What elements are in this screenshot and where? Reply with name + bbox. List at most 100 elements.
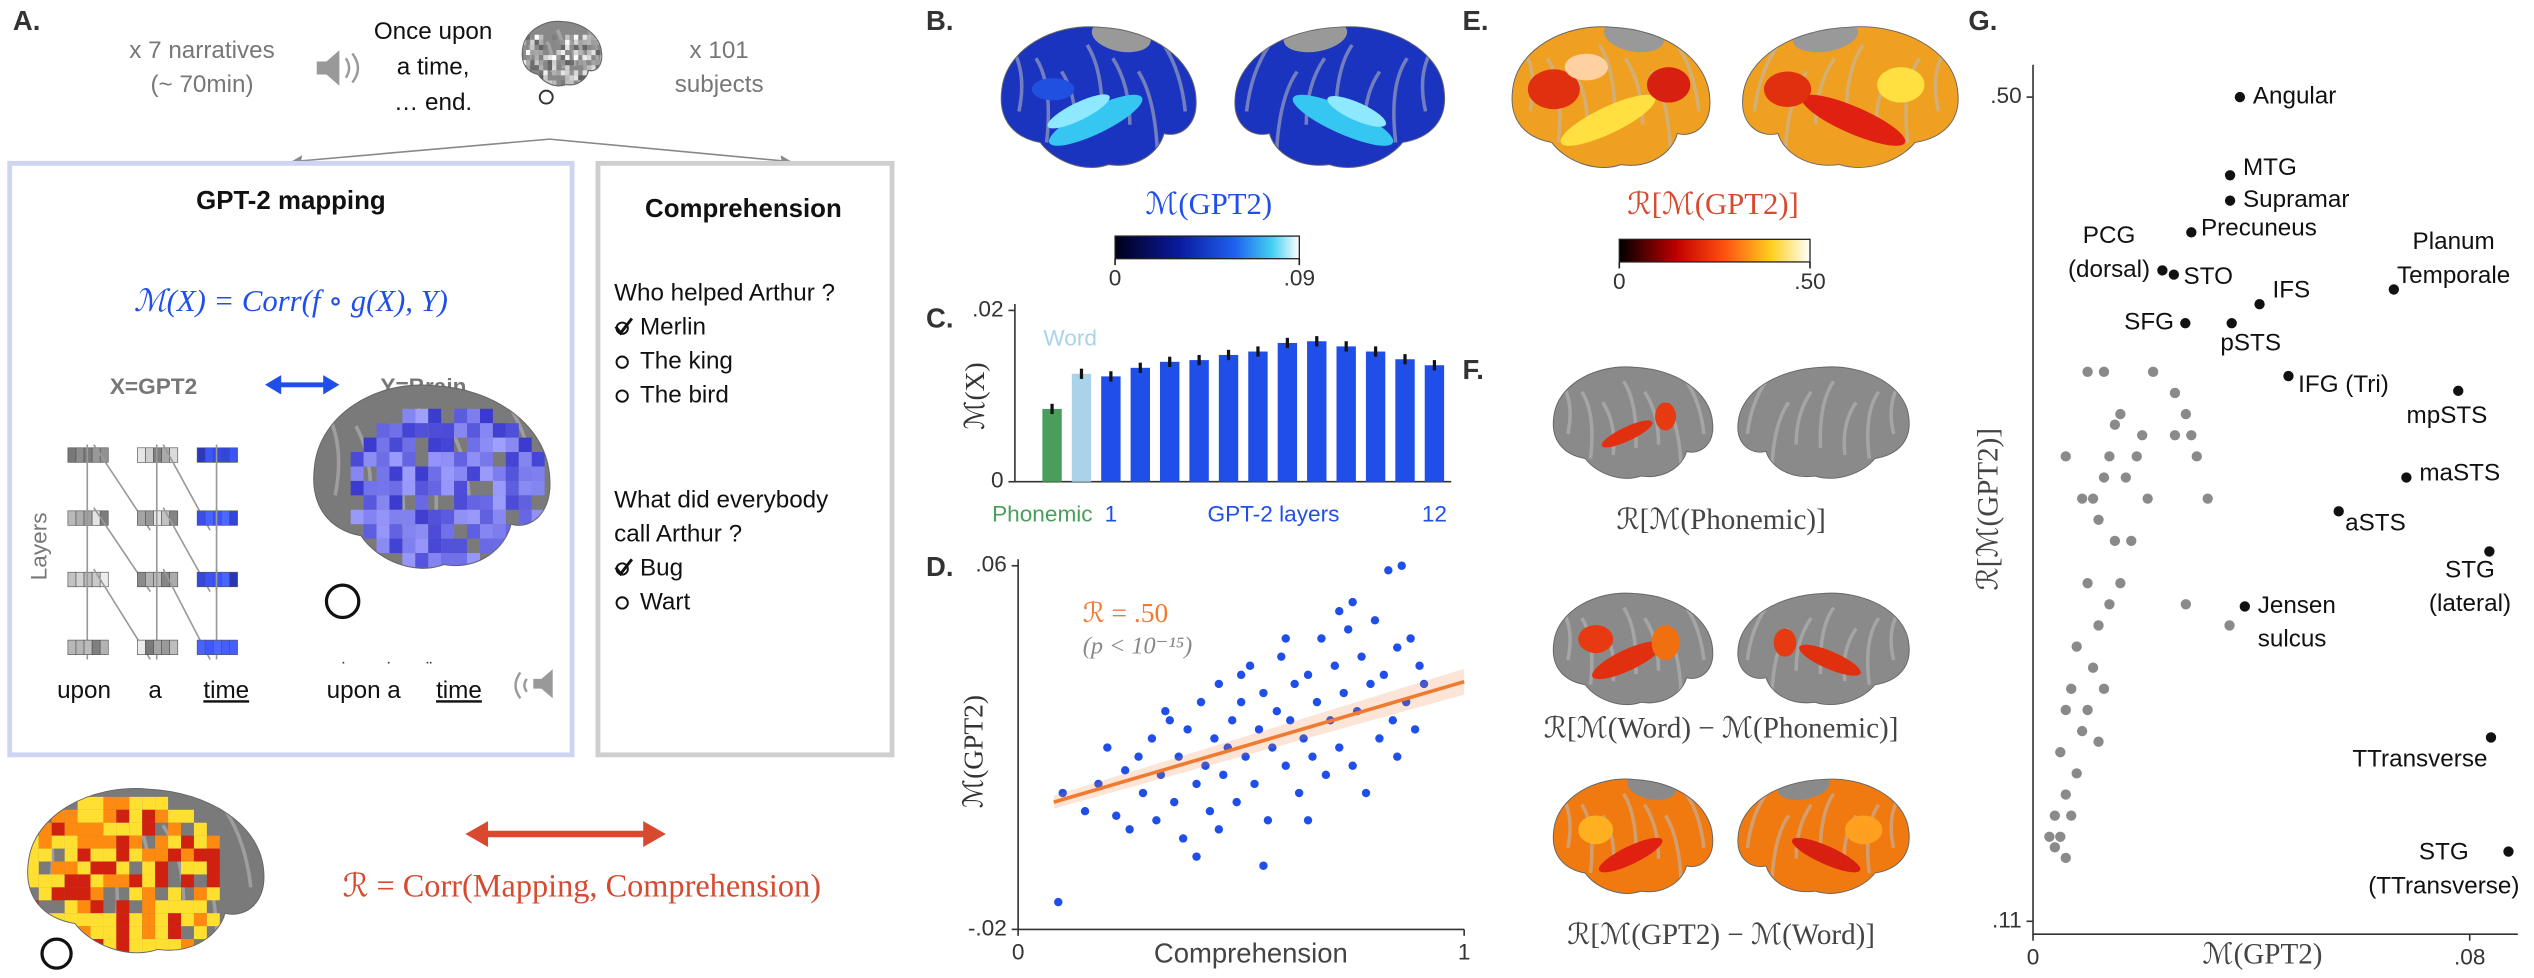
point xyxy=(1236,697,1246,707)
layer-cell xyxy=(67,571,77,588)
voxel xyxy=(38,887,52,901)
y-tick-label: -.02 xyxy=(968,915,1007,940)
voxel xyxy=(181,939,194,953)
voxel xyxy=(181,861,194,875)
brain-surface xyxy=(1553,779,1713,894)
fit-band xyxy=(1053,668,1465,809)
panel-letter: G. xyxy=(1968,5,1997,36)
voxel xyxy=(206,913,220,927)
flow-arrows xyxy=(290,138,792,163)
voxel xyxy=(591,75,596,81)
subjects: x 101 xyxy=(690,37,749,64)
subjects: subjects xyxy=(675,71,764,98)
sulcus xyxy=(1664,814,1684,884)
layer-cell xyxy=(196,447,206,463)
point xyxy=(1317,634,1326,643)
layer-cell xyxy=(67,510,77,526)
voxel xyxy=(530,80,535,86)
check-mark xyxy=(614,317,634,336)
voxel xyxy=(116,939,130,953)
voxel xyxy=(565,39,570,45)
voxel xyxy=(552,60,557,66)
y-tick-label: .06 xyxy=(975,552,1006,577)
voxel xyxy=(591,65,596,71)
layer-cell xyxy=(75,571,85,588)
voxel xyxy=(518,524,532,539)
voxel xyxy=(181,900,194,914)
point-label: sulcus xyxy=(2258,626,2327,653)
voxel xyxy=(64,822,78,836)
voxel xyxy=(552,65,557,71)
sulcus xyxy=(1304,57,1327,125)
colorbar xyxy=(1618,238,1811,263)
voxel xyxy=(38,926,52,940)
bar xyxy=(1365,351,1386,482)
voxel xyxy=(428,423,442,438)
voxel xyxy=(467,423,480,438)
point xyxy=(2066,810,2077,821)
voxel xyxy=(492,423,506,438)
bar xyxy=(1218,354,1239,482)
voxel xyxy=(90,809,104,823)
voxel xyxy=(389,452,403,467)
layer-cell xyxy=(221,571,230,588)
point xyxy=(2093,736,2104,747)
voxel xyxy=(518,466,532,481)
voxel xyxy=(155,874,169,888)
voxel xyxy=(505,495,519,510)
voxel xyxy=(600,75,602,81)
voxel xyxy=(402,509,416,525)
voxel xyxy=(492,480,506,496)
point xyxy=(2168,269,2180,280)
point xyxy=(2131,451,2142,462)
point xyxy=(2503,846,2514,857)
voxel xyxy=(116,900,130,914)
point xyxy=(1388,716,1397,725)
layer-cell xyxy=(196,639,206,655)
point xyxy=(1410,725,1420,734)
voxel xyxy=(129,926,143,940)
point xyxy=(1299,734,1308,743)
layer-cell xyxy=(221,510,230,526)
voxel xyxy=(556,39,561,45)
point xyxy=(2142,493,2153,504)
point xyxy=(2109,419,2121,430)
voxel xyxy=(600,80,602,86)
voxel xyxy=(525,55,531,61)
voxel xyxy=(77,939,91,953)
layer-cell xyxy=(169,510,179,526)
voxel xyxy=(64,874,78,888)
voxel xyxy=(103,913,117,927)
point-label: Temporale xyxy=(2397,262,2510,289)
layer-unit xyxy=(137,447,179,463)
question: What did everybody xyxy=(614,487,829,514)
voxel xyxy=(543,55,548,61)
voxel xyxy=(454,553,468,568)
voxel xyxy=(552,85,557,86)
voxel xyxy=(569,85,574,86)
point xyxy=(1094,779,1103,789)
voxel xyxy=(582,44,587,51)
bar xyxy=(1307,341,1327,482)
brain-patch xyxy=(1560,94,1656,146)
point xyxy=(1303,670,1313,680)
layer-cell xyxy=(221,639,230,655)
point xyxy=(1294,788,1304,798)
point-label: PCG xyxy=(2083,222,2136,249)
layer-cell xyxy=(91,571,101,588)
voxel xyxy=(538,70,544,76)
brain xyxy=(1233,25,1446,169)
voxel xyxy=(129,822,143,836)
point xyxy=(1312,697,1322,707)
point xyxy=(1303,816,1313,825)
voxel xyxy=(530,60,535,66)
point xyxy=(1259,688,1268,698)
voxel xyxy=(103,796,117,810)
point xyxy=(2186,227,2197,238)
voxel xyxy=(534,50,539,56)
point xyxy=(2180,408,2192,420)
panel-f-title: ℛ[ℳ(GPT2) − ℳ(Word)] xyxy=(1567,919,1875,951)
layer-cell xyxy=(204,571,214,588)
layer-cell xyxy=(204,510,214,526)
sulcus xyxy=(1684,792,1706,849)
